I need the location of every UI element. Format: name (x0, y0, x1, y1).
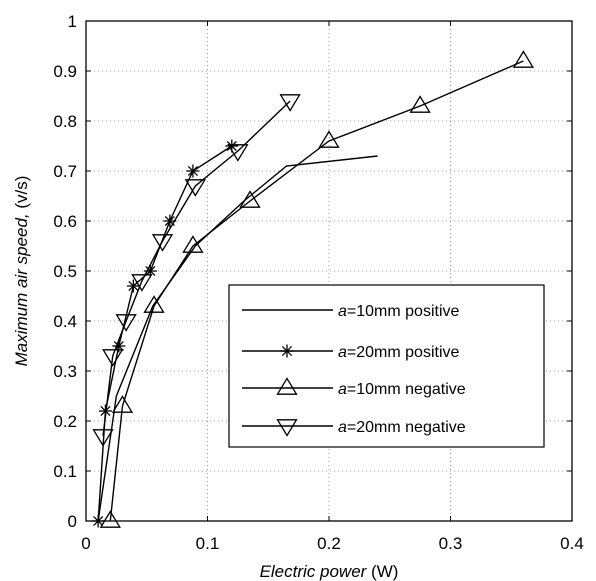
legend: a=10mm positive a=20mm positive a=10mm neg… (228, 284, 545, 448)
x-tick-label: 0.4 (560, 534, 584, 553)
data-point-triangle-up (143, 295, 165, 313)
x-axis-label: Electric power (W) (260, 562, 399, 581)
data-point-star (225, 139, 239, 153)
legend-entry: a=20mm positive (242, 344, 460, 361)
legend-entry: a=20mm negative (242, 419, 466, 437)
legend-label: a=20mm negative (338, 419, 466, 436)
y-tick-label: 0.7 (53, 162, 77, 181)
legend-marker-star (280, 344, 294, 358)
x-tick-label: 0.3 (439, 534, 463, 553)
y-tick-label: 0.9 (53, 62, 77, 81)
data-point-triangle-up (318, 130, 340, 148)
legend-label: a=10mm positive (338, 303, 460, 320)
data-point-triangle-down (279, 94, 301, 112)
data-point-triangle-up (409, 95, 431, 113)
y-axis-label: Maximum air speed, (v/s) (12, 176, 31, 367)
series-line (97, 145, 233, 522)
series-line (97, 155, 378, 522)
y-tick-label: 0.3 (53, 362, 77, 381)
data-point-triangle-down (151, 234, 174, 252)
y-tick-label: 1 (68, 12, 77, 31)
y-tick-label: 0.8 (53, 112, 77, 131)
data-point-triangle-down (227, 144, 249, 162)
data-point-triangle-up (239, 190, 261, 208)
data-point-triangle-up (99, 510, 121, 528)
y-tick-label: 0.5 (53, 262, 77, 281)
data-point-triangle-up (111, 395, 134, 413)
legend-label: a=10mm negative (338, 381, 466, 398)
series-1 (97, 155, 378, 522)
data-point-triangle-down (102, 349, 124, 367)
x-tick-label: 0 (81, 534, 90, 553)
y-tick-label: 0 (68, 512, 77, 531)
data-point-star (186, 164, 200, 178)
legend-entry: a=10mm negative (242, 377, 466, 398)
series-3 (99, 50, 535, 528)
axis-ticks: 0 0.1 0.2 0.3 0.4 0 0.1 0.2 0.3 0.4 0.5 0.6 0.7 0.8 0.… (53, 12, 583, 553)
data-point-triangle-up (182, 235, 204, 253)
plot-area (91, 50, 535, 528)
series-2 (91, 139, 239, 528)
data-point-triangle-down (184, 179, 207, 197)
data-point-star (126, 279, 140, 293)
x-tick-label: 0.1 (196, 534, 220, 553)
legend-label: a=20mm positive (338, 344, 460, 361)
data-point-triangle-up (512, 50, 535, 68)
data-point-triangle-down (131, 274, 153, 292)
y-tick-label: 0.2 (53, 412, 77, 431)
legend-entry: a=10mm positive (242, 303, 460, 320)
y-tick-label: 0.6 (53, 212, 77, 231)
x-tick-label: 0.2 (317, 534, 341, 553)
y-tick-label: 0.1 (53, 462, 77, 481)
legend-marker-triangle-down (276, 419, 298, 437)
y-tick-label: 0.4 (53, 312, 77, 331)
data-point-triangle-down (92, 429, 114, 447)
legend-marker-triangle-up (276, 377, 298, 395)
series-line (109, 60, 524, 522)
series-4 (92, 94, 301, 447)
data-point-triangle-down (115, 314, 137, 332)
